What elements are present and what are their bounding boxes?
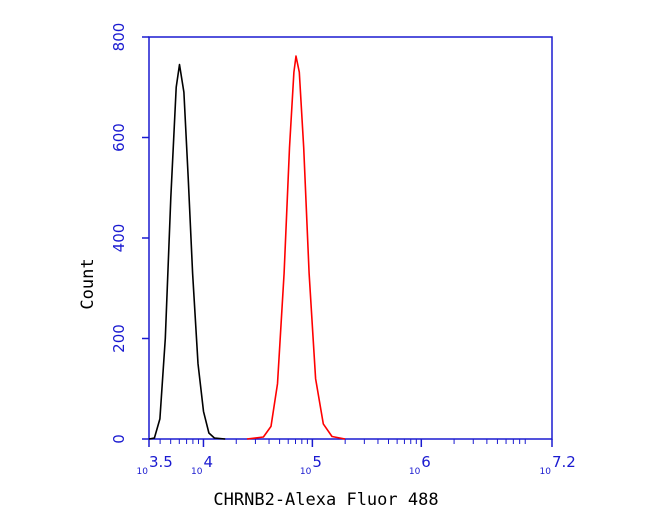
x-tick-exponent: 3.5 bbox=[149, 453, 173, 471]
x-tick-exponent: 7.2 bbox=[552, 453, 576, 471]
x-tick-label: 104 bbox=[191, 453, 213, 477]
histogram-curve-1 bbox=[148, 63, 226, 440]
series-layer bbox=[148, 55, 346, 440]
y-tick-label: 600 bbox=[110, 123, 128, 152]
x-tick-label: 103.5 bbox=[137, 453, 173, 477]
x-tick-base: 10 bbox=[191, 467, 203, 477]
x-tick-label: 106 bbox=[409, 453, 431, 477]
x-tick-label: 105 bbox=[300, 453, 322, 477]
plot-frame bbox=[148, 36, 553, 440]
x-tick-base: 10 bbox=[540, 467, 552, 477]
x-tick-exponent: 4 bbox=[203, 453, 213, 471]
y-axis: 0 200 400 600 800 bbox=[110, 23, 149, 444]
x-tick-base: 10 bbox=[137, 467, 149, 477]
x-tick-label: 107.2 bbox=[540, 453, 576, 477]
x-tick-base: 10 bbox=[409, 467, 421, 477]
y-axis-title: Count bbox=[78, 258, 98, 309]
x-tick-base: 10 bbox=[300, 467, 312, 477]
x-tick-exponent: 5 bbox=[312, 453, 322, 471]
y-tick-label: 0 bbox=[110, 434, 128, 444]
histogram-curve-2 bbox=[246, 55, 346, 440]
y-tick-label: 200 bbox=[110, 324, 128, 353]
y-tick-label: 800 bbox=[110, 23, 128, 52]
y-tick-label: 400 bbox=[110, 224, 128, 253]
x-tick-exponent: 6 bbox=[421, 453, 431, 471]
x-axis-title: CHRNB2-Alexa Fluor 488 bbox=[213, 490, 438, 510]
